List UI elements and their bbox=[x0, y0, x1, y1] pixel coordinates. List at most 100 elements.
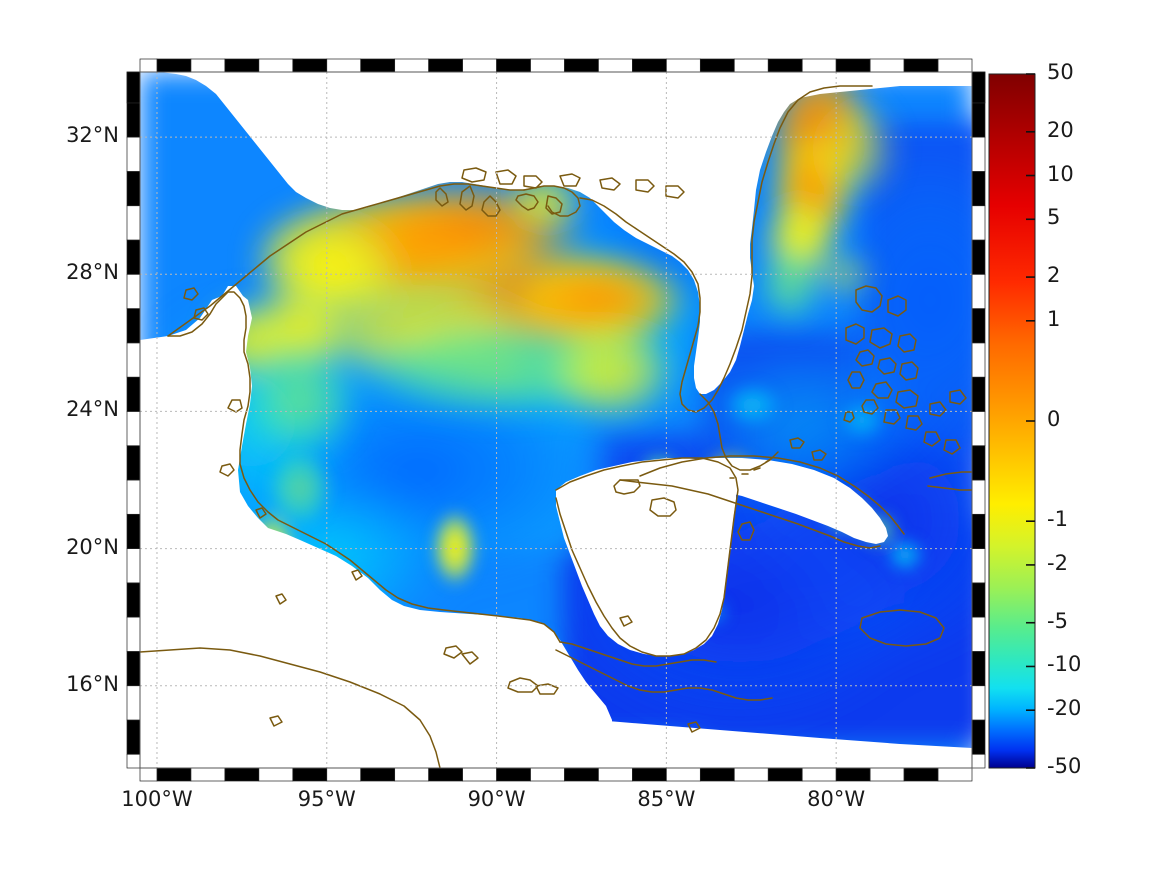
colorbar-tick-label: 50 bbox=[1047, 60, 1074, 84]
frame-block-top bbox=[360, 58, 396, 73]
colorbar-tick-label: 5 bbox=[1047, 205, 1061, 230]
frame-block-left bbox=[126, 102, 141, 138]
colorbar-tick-label: 0 bbox=[1047, 407, 1061, 431]
y-tick-label: 32°N bbox=[66, 123, 119, 148]
frame-block-top bbox=[699, 58, 735, 73]
frame-block-left bbox=[126, 136, 141, 172]
frame-block-top bbox=[224, 58, 260, 73]
frame-block-top bbox=[462, 58, 497, 73]
frame-block-bottom bbox=[428, 767, 463, 782]
frame-block-left bbox=[126, 411, 141, 447]
frame-block-top bbox=[292, 58, 328, 73]
frame-block-right bbox=[971, 651, 986, 687]
frame-block-bottom bbox=[835, 767, 871, 782]
frame-block-bottom bbox=[326, 767, 362, 782]
frame-block-bottom bbox=[598, 767, 633, 782]
frame-block-top bbox=[767, 58, 803, 73]
land-mask bbox=[140, 72, 972, 768]
frame-block-top bbox=[835, 58, 871, 73]
frame-block-bottom bbox=[767, 767, 803, 782]
frame-block-left bbox=[126, 308, 141, 344]
colorbar-tick-label: -5 bbox=[1047, 608, 1068, 633]
frame-block-top bbox=[733, 58, 769, 73]
frame-block-right bbox=[971, 273, 986, 309]
frame-block-top bbox=[598, 58, 633, 73]
frame-block-left bbox=[126, 548, 141, 584]
frame-block-left bbox=[126, 445, 141, 481]
frame-block-top bbox=[394, 58, 430, 73]
coastlines bbox=[140, 85, 972, 768]
x-tick-label: 95°W bbox=[297, 787, 356, 811]
frame-block-bottom bbox=[190, 767, 226, 782]
frame-block-right bbox=[971, 239, 986, 275]
y-tick-label: 20°N bbox=[66, 534, 119, 559]
colorbar-tick-label: -2 bbox=[1047, 550, 1068, 575]
frame-block-right bbox=[971, 171, 986, 207]
frame-block-left bbox=[126, 273, 141, 309]
field-warm-atlantic bbox=[755, 72, 900, 325]
y-tick-label: 28°N bbox=[66, 260, 119, 285]
frame-block-right bbox=[971, 582, 986, 618]
frame-block-top bbox=[666, 58, 701, 73]
frame-block-bottom bbox=[360, 767, 396, 782]
frame-block-bottom bbox=[632, 767, 667, 782]
gridlines bbox=[140, 72, 972, 768]
colorbar-tick-label: 10 bbox=[1047, 161, 1074, 186]
frame-block-top bbox=[869, 58, 905, 73]
frame-block-bottom bbox=[496, 767, 531, 782]
frame-block-top bbox=[139, 58, 158, 73]
frame-block-right bbox=[971, 342, 986, 378]
frame-block-top bbox=[496, 58, 531, 73]
frame-block-left bbox=[126, 205, 141, 241]
x-tick-label: 100°W bbox=[121, 787, 193, 811]
frame-block-bottom bbox=[937, 767, 973, 782]
frame-block-left bbox=[126, 71, 141, 104]
y-tick-label: 16°N bbox=[66, 671, 119, 696]
frame-block-top bbox=[258, 58, 294, 73]
frame-block-bottom bbox=[292, 767, 328, 782]
frame-block-left bbox=[126, 342, 141, 378]
frame-block-top bbox=[530, 58, 565, 73]
colorbar-tick-label: -1 bbox=[1047, 507, 1068, 532]
frame-block-top bbox=[632, 58, 667, 73]
frame-block-bottom bbox=[903, 767, 939, 782]
frame-block-top bbox=[428, 58, 463, 73]
map-frame bbox=[126, 58, 986, 782]
x-tick-label: 80°W bbox=[807, 787, 866, 811]
frame-block-right bbox=[971, 71, 986, 104]
frame-block-top bbox=[937, 58, 973, 73]
frame-block-bottom bbox=[224, 767, 260, 782]
colorbar-tick-label: -10 bbox=[1047, 652, 1082, 677]
frame-block-right bbox=[971, 376, 986, 412]
frame-block-left bbox=[126, 719, 141, 755]
frame-block-bottom bbox=[139, 767, 158, 782]
frame-block-bottom bbox=[530, 767, 565, 782]
frame-block-left bbox=[126, 685, 141, 721]
colorbar-tick-label: 2 bbox=[1047, 263, 1061, 288]
frame-block-left bbox=[126, 616, 141, 652]
frame-block-bottom bbox=[258, 767, 294, 782]
frame-block-right bbox=[971, 548, 986, 584]
frame-block-bottom bbox=[699, 767, 735, 782]
frame-block-left bbox=[126, 239, 141, 275]
frame-block-left bbox=[126, 171, 141, 207]
frame-block-right bbox=[971, 445, 986, 481]
frame-block-right bbox=[971, 616, 986, 652]
x-tick-label: 90°W bbox=[467, 787, 526, 811]
frame-block-right bbox=[971, 411, 986, 447]
colorbar-tick-label: -50 bbox=[1047, 754, 1082, 778]
frame-block-bottom bbox=[733, 767, 769, 782]
frame-block-right bbox=[971, 685, 986, 721]
frame-block-left bbox=[126, 376, 141, 412]
frame-block-right bbox=[971, 719, 986, 755]
frame-block-bottom bbox=[156, 767, 192, 782]
frame-block-left bbox=[126, 582, 141, 618]
frame-block-left bbox=[126, 651, 141, 687]
frame-block-right bbox=[971, 753, 986, 769]
frame-block-bottom bbox=[801, 767, 837, 782]
colorbar-ticks bbox=[1026, 73, 1035, 769]
colorbar-tick-label: -20 bbox=[1047, 696, 1082, 721]
frame-block-top bbox=[801, 58, 837, 73]
